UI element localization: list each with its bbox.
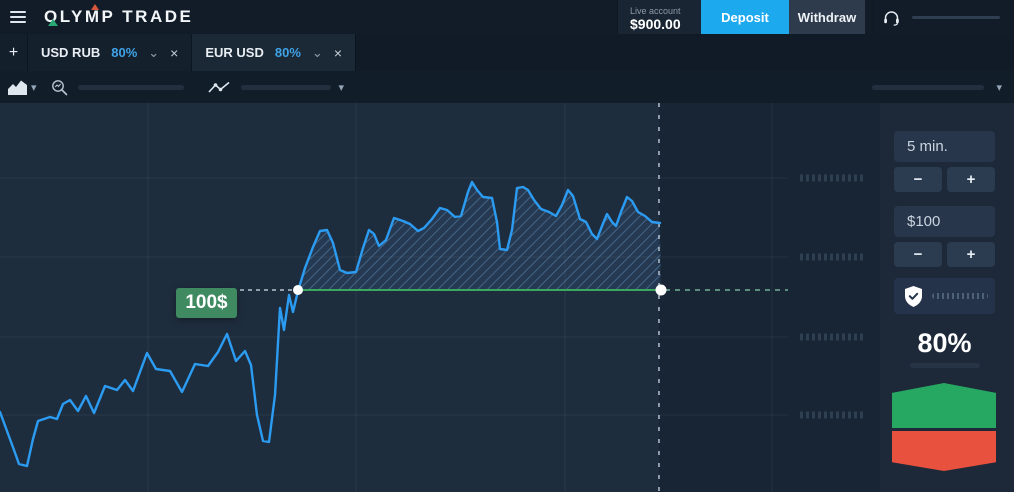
duration-stepper: − + [894, 167, 995, 192]
indicators-button[interactable] [207, 81, 231, 94]
tab-usd-rub[interactable]: USD RUB 80% ⌄ × [28, 34, 193, 71]
amount-input[interactable]: $100 [894, 206, 995, 237]
payout-percentage: 80% [917, 328, 972, 358]
indicator-zigzag-icon [207, 81, 230, 93]
account-type-label: Live account [630, 5, 681, 16]
trade-panel: 5 min. − + $100 − + 80% [880, 103, 1014, 492]
add-asset-button[interactable]: + [0, 34, 28, 71]
logo-text: OLYMP TRADE [44, 7, 194, 26]
redacted-toolbar-field [77, 84, 184, 90]
chevron-down-icon[interactable]: ▾ [996, 81, 1002, 94]
risk-free-option-row[interactable] [894, 278, 995, 314]
redacted-toolbar-field [872, 84, 985, 90]
zoom-tool-button[interactable] [51, 79, 68, 96]
chevron-down-icon: ▾ [31, 81, 37, 94]
chart-area[interactable]: 100$ [0, 103, 1014, 492]
duration-input[interactable]: 5 min. [894, 131, 995, 162]
close-tab-icon[interactable]: × [333, 44, 342, 61]
tab-eur-usd[interactable]: EUR USD 80% ⌄ × [192, 34, 356, 71]
chart-toolbar: ▾ ▾ ▾ [0, 71, 1014, 103]
topbar-divider [873, 0, 874, 34]
duration-decrease-button[interactable]: − [894, 167, 942, 192]
tab-pair-label: EUR USD [205, 45, 264, 60]
logo: OLYMP TRADE [44, 4, 194, 27]
deposit-button[interactable]: Deposit [701, 0, 789, 34]
logo-green-triangle-icon [48, 19, 58, 26]
tab-payout-label: 80% [274, 45, 301, 60]
redacted-toolbar-field [240, 84, 331, 90]
account-balance: $900.00 [630, 15, 681, 32]
trade-down-button[interactable] [892, 431, 996, 471]
strike-price-badge: 100$ [176, 288, 237, 318]
magnifier-icon [51, 79, 67, 95]
support-headset-icon[interactable] [874, 0, 908, 34]
chart-type-button[interactable]: ▾ [8, 80, 37, 95]
tab-payout-label: 80% [111, 45, 138, 60]
withdraw-button[interactable]: Withdraw [789, 0, 865, 34]
area-chart-icon [8, 80, 27, 95]
close-tab-icon[interactable]: × [170, 44, 179, 61]
chevron-down-icon[interactable]: ⌄ [148, 44, 160, 60]
volume-slider[interactable] [912, 15, 1000, 19]
shield-check-icon [905, 285, 922, 307]
amount-increase-button[interactable]: + [947, 242, 995, 267]
payout-subtext-blur [909, 363, 980, 368]
amount-stepper: − + [894, 242, 995, 267]
logo-red-triangle-icon [91, 4, 99, 10]
menu-icon[interactable] [0, 0, 36, 34]
chevron-down-icon[interactable]: ⌄ [311, 44, 323, 60]
price-chart [0, 103, 866, 492]
topbar: OLYMP TRADE Live account $900.00 Deposit… [0, 0, 1014, 34]
tab-pair-label: USD RUB [41, 45, 101, 60]
account-selector[interactable]: Live account $900.00 [617, 0, 701, 34]
chevron-down-icon[interactable]: ▾ [338, 81, 345, 94]
asset-tab-bar: + USD RUB 80% ⌄ × EUR USD 80% ⌄ × [0, 34, 1014, 71]
toolbar-right-group: ▾ [872, 81, 1002, 94]
amount-decrease-button[interactable]: − [894, 242, 942, 267]
duration-increase-button[interactable]: + [947, 167, 995, 192]
redacted-label [932, 293, 988, 299]
trade-up-button[interactable] [892, 383, 996, 428]
